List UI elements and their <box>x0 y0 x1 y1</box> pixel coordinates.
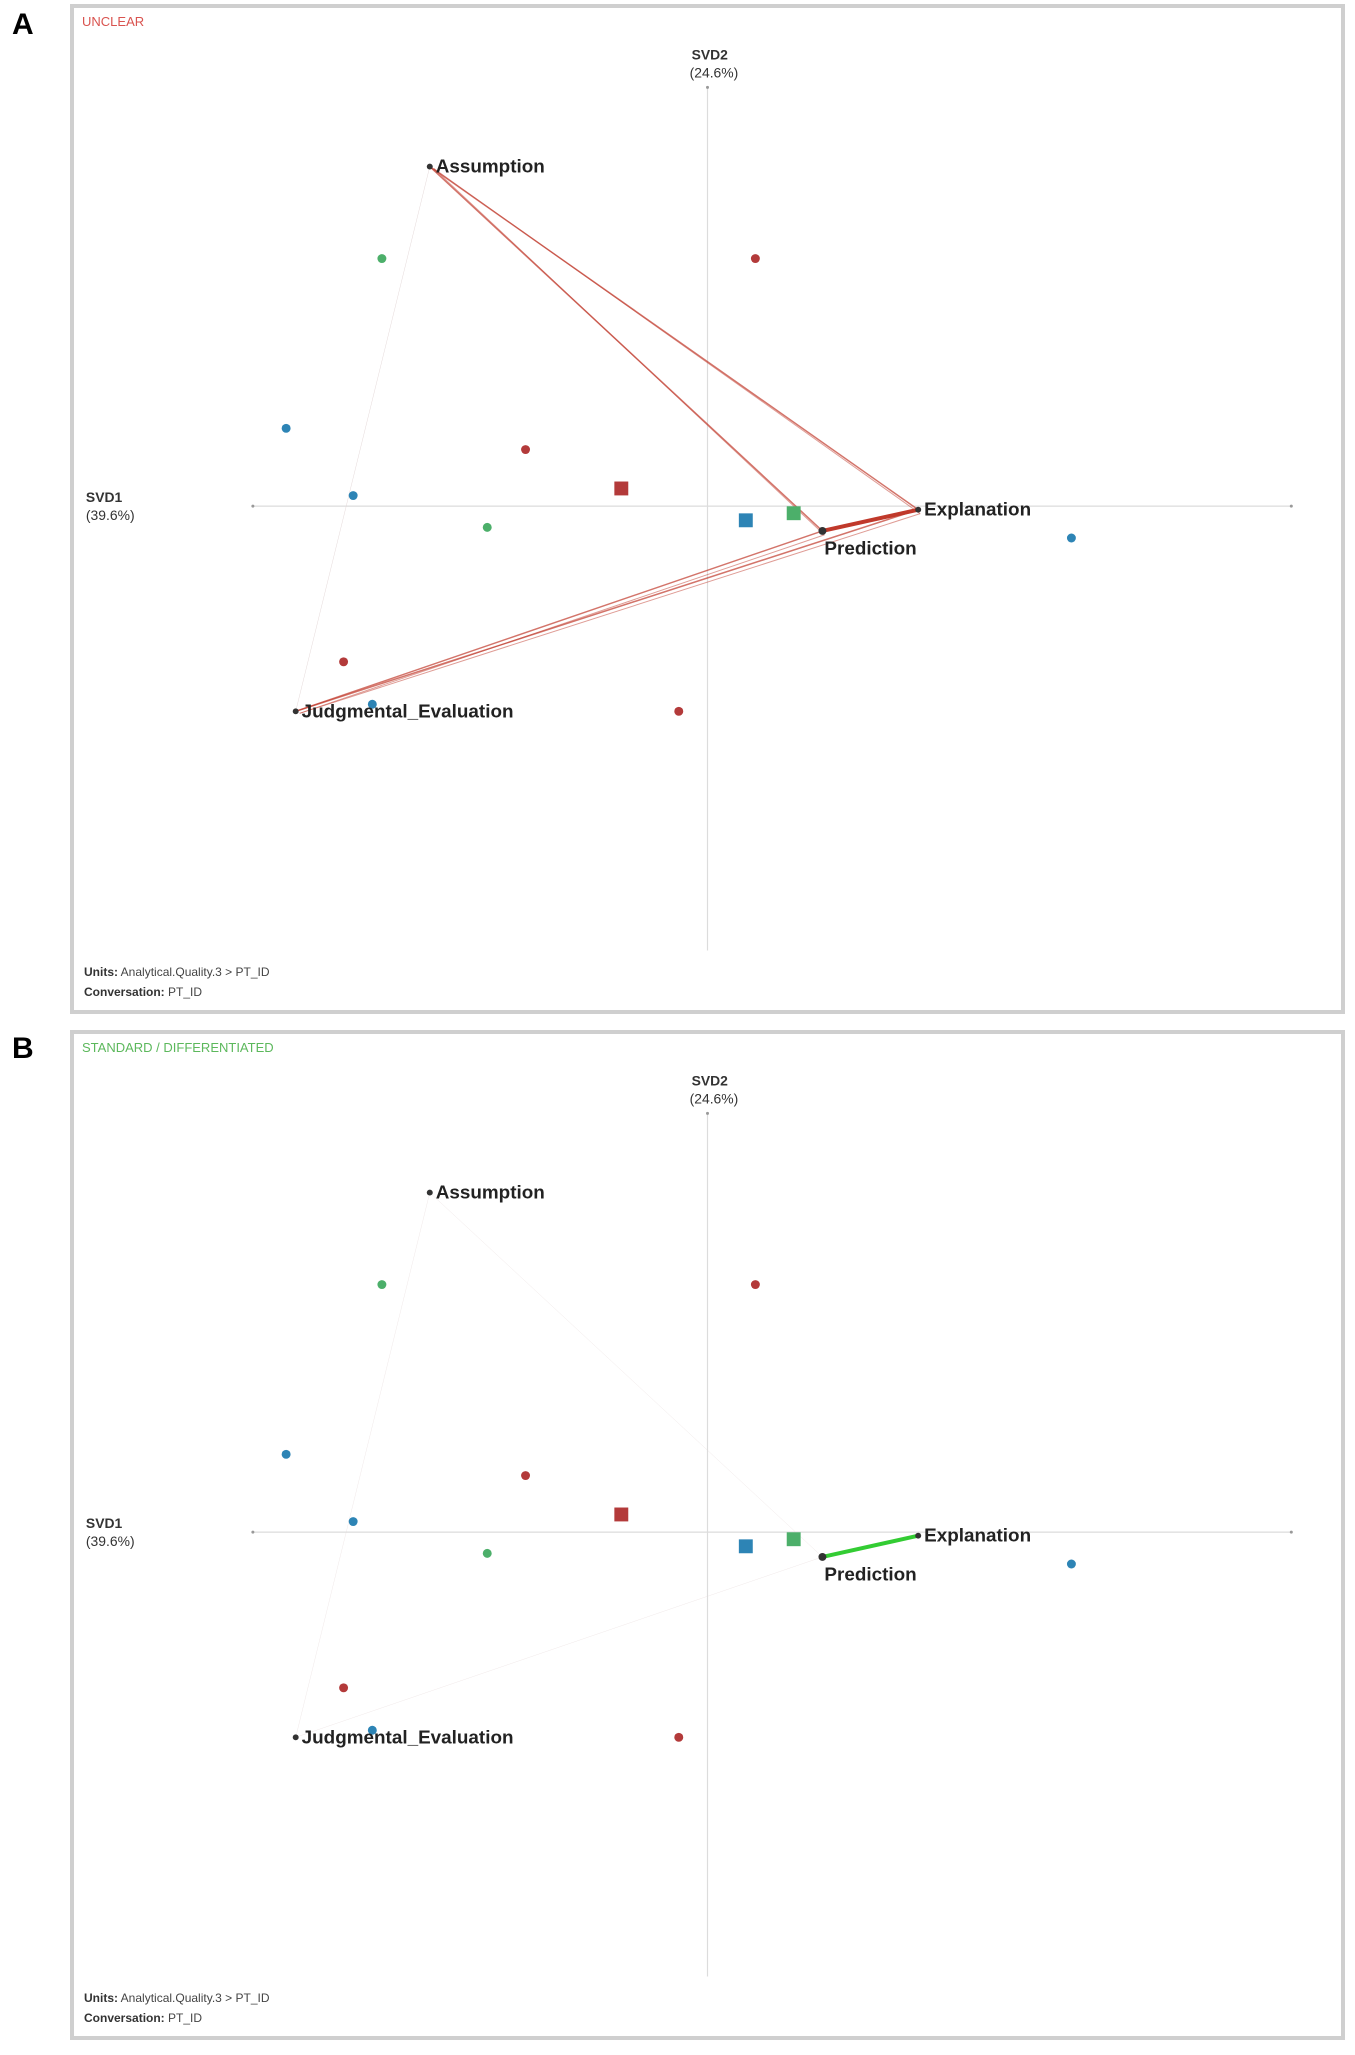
network-edge <box>299 513 921 714</box>
node-label: Judgmental_Evaluation <box>302 700 514 721</box>
group-mean-square <box>786 1532 801 1547</box>
network-panel-standard: SVD2 (24.6%) SVD1 (39.6%) Assumption Explanat… <box>70 1030 1345 2040</box>
conversation-line: Conversation: PT_ID <box>84 985 203 999</box>
network-edge <box>821 507 919 533</box>
unit-point <box>339 1683 349 1693</box>
node-label: Explanation <box>924 1525 1031 1546</box>
unit-point <box>348 491 358 501</box>
unit-point <box>281 423 291 433</box>
network-node <box>818 526 827 535</box>
panel-letter-b: B <box>12 1032 34 1065</box>
network-edge <box>433 168 921 515</box>
plot-footer: Units: Analytical.Quality.3 > PT_ID Conv… <box>84 962 270 1002</box>
network-node <box>426 1189 433 1196</box>
network-edge <box>295 1556 823 1738</box>
y-axis-end-marker <box>706 85 709 89</box>
unit-point <box>674 706 684 716</box>
unit-point <box>1066 533 1076 543</box>
network-edge <box>295 530 823 713</box>
network-panel-unclear: SVD2 (24.6%) SVD1 (39.6%) Assumption Explanat… <box>70 4 1345 1014</box>
conversation-line: Conversation: PT_ID <box>84 2011 203 2025</box>
unit-point <box>521 445 531 455</box>
node-label: Explanation <box>924 499 1031 520</box>
group-mean-square <box>614 1507 629 1522</box>
network-edge <box>295 166 431 712</box>
y-axis-label: SVD2 <box>692 1073 729 1089</box>
unit-point <box>674 1732 684 1742</box>
panel-letter-a: A <box>12 8 34 41</box>
network-edge <box>821 1533 919 1559</box>
x-axis-end-marker <box>1289 504 1293 508</box>
unit-point <box>482 522 492 532</box>
x-axis-label: SVD1 <box>86 1515 123 1531</box>
group-mean-square <box>738 513 753 528</box>
node-label: Prediction <box>824 538 916 559</box>
network-node <box>292 1734 299 1741</box>
node-label: Assumption <box>436 156 545 177</box>
network-edge <box>433 168 825 536</box>
group-label: UNCLEAR <box>82 14 145 29</box>
network-node <box>915 506 922 513</box>
unit-point <box>367 699 377 709</box>
network-edge <box>295 508 919 713</box>
unit-point <box>521 1471 531 1481</box>
y-axis-percent-label: (24.6%) <box>690 64 739 80</box>
unit-point <box>281 1449 291 1459</box>
y-axis-label: SVD2 <box>692 47 729 63</box>
network-node <box>292 708 299 715</box>
x-axis-end-marker <box>251 504 255 508</box>
network-node <box>818 1552 827 1561</box>
group-mean-square <box>738 1539 753 1554</box>
y-axis-end-marker <box>706 1111 709 1115</box>
x-axis-percent-label: (39.6%) <box>86 1533 135 1549</box>
unit-point <box>750 1280 760 1290</box>
unit-point <box>482 1548 492 1558</box>
network-edge <box>299 534 825 714</box>
x-axis-percent-label: (39.6%) <box>86 507 135 523</box>
group-mean-square <box>786 506 801 521</box>
y-axis-percent-label: (24.6%) <box>690 1090 739 1106</box>
unit-point <box>1066 1559 1076 1569</box>
x-axis-end-marker <box>1289 1530 1293 1534</box>
group-label: STANDARD / DIFFERENTIATED <box>82 1040 274 1055</box>
network-plot-standard[interactable]: SVD2(24.6%) SVD1 (39.6%) Assumption Explanat… <box>74 1034 1341 2036</box>
units-line: Units: Analytical.Quality.3 > PT_ID <box>84 965 270 979</box>
unit-point <box>348 1517 358 1527</box>
node-label: Prediction <box>824 1564 916 1585</box>
unit-point <box>377 254 387 264</box>
x-axis-label: SVD1 <box>86 489 123 505</box>
unit-point <box>750 254 760 264</box>
units-line: Units: Analytical.Quality.3 > PT_ID <box>84 1991 270 2005</box>
network-node <box>426 163 433 170</box>
network-plot-unclear[interactable]: SVD2(24.6%) SVD1 (39.6%) Assumption Explanat… <box>74 8 1341 1010</box>
node-label: Assumption <box>436 1182 545 1203</box>
unit-point <box>367 1725 377 1735</box>
network-edge <box>429 1192 823 1558</box>
group-mean-square <box>614 481 629 496</box>
network-edge <box>295 1192 430 1738</box>
plot-footer: Units: Analytical.Quality.3 > PT_ID Conv… <box>84 1988 270 2028</box>
network-node <box>915 1532 922 1539</box>
node-label: Judgmental_Evaluation <box>302 1726 514 1747</box>
x-axis-end-marker <box>251 1530 255 1534</box>
unit-point <box>339 657 349 667</box>
unit-point <box>377 1280 387 1290</box>
